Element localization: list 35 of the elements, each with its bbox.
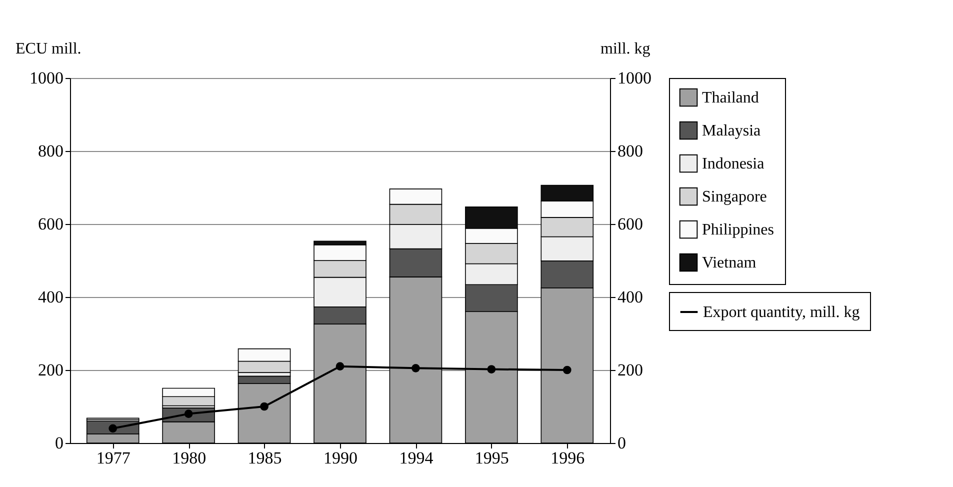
y-tick-label: 800 [38,142,64,160]
legend-label: Export quantity, mill. kg [703,304,860,321]
legend-label: Philippines [702,222,774,238]
y2-axis-title: mill. kg [600,40,650,58]
point [184,410,193,418]
y2-tick-label: 0 [618,434,626,452]
point [336,362,344,371]
point [412,364,420,372]
y-tick-label: 200 [38,360,64,380]
y2-tick-label: 800 [618,142,643,160]
y2-tick-label: 1000 [618,68,652,88]
legend-label: Indonesia [702,156,764,172]
point [108,424,118,433]
y2-tick-label: 200 [618,360,643,380]
legend-label: Thailand [702,90,759,106]
y-axis-title: ECU mill. [16,40,82,58]
x-tick-label: 1996 [550,448,585,468]
x-tick-label: 1990 [324,448,358,468]
y-tick-label: 400 [38,288,64,306]
y2-tick-label: 400 [618,288,643,306]
y-tick-label: 0 [55,434,64,452]
y2-tick-label: 600 [618,214,643,234]
legend-label: Vietnam [702,254,757,272]
x-tick-label: 1995 [474,448,509,468]
x-tick-label: 1994 [399,448,434,468]
legend-label: Malaysia [702,122,761,140]
x-tick-label: 1980 [172,448,206,468]
legend-label: Singapore [702,188,767,206]
y-tick-label: 1000 [30,68,64,88]
point [487,365,496,374]
x-tick-label: 1985 [248,448,282,468]
point [260,402,268,411]
point [562,366,572,374]
y-tick-label: 600 [38,214,64,234]
x-tick-label: 1977 [96,448,131,468]
